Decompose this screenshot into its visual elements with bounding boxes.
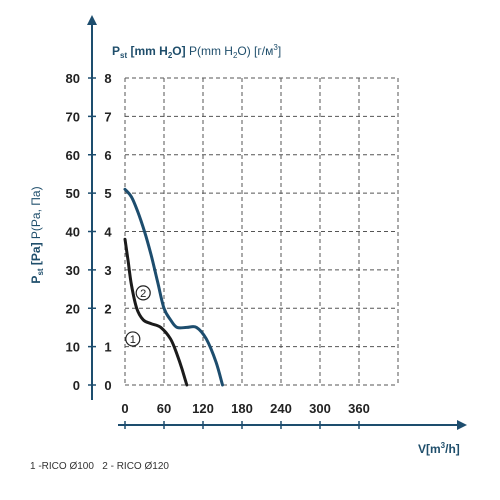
y-axis-label-left: Pst [Pa] P(Pa, Па) [29,186,45,283]
y-ticks: 0 0 10 1 20 2 30 3 40 4 50 5 60 6 70 7 80 8 [66,71,113,393]
y-tick-label: 10 [66,340,80,355]
y-tick-label: 40 [66,225,80,240]
y-tick-label: 60 [66,148,80,163]
x-tick-label: 300 [309,401,331,416]
axes [87,15,467,430]
y-tick-label: 0 [73,378,80,393]
series-marker-label: 1 [130,334,136,346]
series-lines [123,187,224,387]
x-tick-label: 0 [121,401,128,416]
series-marker-circle [135,285,151,301]
x-tick-label: 360 [348,401,370,416]
y2-tick-label: 1 [104,340,111,355]
x-tick-label: 240 [270,401,292,416]
series-line-1 [123,237,189,387]
y2-tick-label: 3 [104,263,111,278]
x-axis-label: V[m3/h] [418,441,460,456]
y-axis-label-top: Pst [mm H2O] P(mm H2O) [г/м3] [112,43,281,60]
series-marker-circle [125,331,141,347]
y2-tick-label: 4 [104,225,112,240]
y-tick-label: 20 [66,301,80,316]
y-tick-label: 80 [66,71,80,86]
y2-tick-label: 5 [104,186,111,201]
y2-tick-label: 0 [104,378,111,393]
y2-tick-label: 7 [104,109,111,124]
series-marker-label: 2 [140,288,146,300]
series-line-2 [123,187,224,387]
y-tick-label: 50 [66,186,80,201]
series-markers: 12 [125,285,151,347]
y2-tick-label: 2 [104,301,111,316]
y2-tick-label: 6 [104,148,111,163]
y2-tick-label: 8 [104,71,111,86]
x-tick-label: 60 [157,401,171,416]
y-tick-label: 30 [66,263,80,278]
legend-footnote: 1 -RICO Ø100 2 - RICO Ø120 [30,461,169,472]
x-tick-label: 120 [192,401,214,416]
x-tick-label: 180 [231,401,253,416]
grid [124,77,399,386]
y-tick-label: 70 [66,109,80,124]
x-ticks: 0 60 120 180 240 300 360 [121,401,370,429]
